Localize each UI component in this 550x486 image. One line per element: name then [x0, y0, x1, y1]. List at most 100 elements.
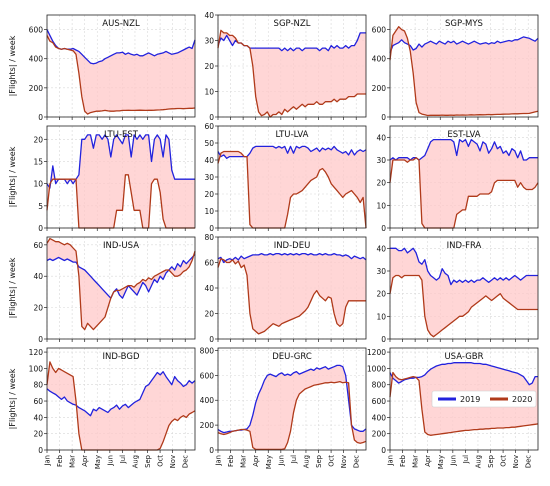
y-tick-label: 40: [204, 11, 214, 20]
y-tick-label: 600: [372, 397, 387, 406]
x-tick-label: May: [94, 455, 102, 469]
y-tick-label: 200: [372, 430, 387, 439]
y-tick-label: 30: [204, 173, 214, 182]
panel-title: IND-DEU: [274, 241, 311, 251]
fill-between-area: [47, 361, 195, 450]
y-tick-label: 60: [204, 259, 214, 268]
series-line-2020: [389, 371, 539, 436]
x-tick-label: Oct: [500, 455, 508, 467]
y-tick-label: 0: [209, 224, 214, 233]
y-tick-label: 20: [33, 304, 43, 313]
x-tick-label: Apr: [252, 455, 260, 467]
panel-title: IND-FRA: [447, 241, 482, 251]
panel-sgp-nzl: SGP-NZL 0 10 20 30 40: [204, 11, 367, 122]
series-line-2019: [217, 252, 367, 264]
panel-title: LTU-LVA: [276, 130, 309, 140]
y-tick-label: 15: [33, 157, 43, 166]
legend-box: [431, 390, 537, 408]
axes-frame: [46, 125, 196, 229]
panel-title: LTU-EST: [104, 130, 139, 140]
y-tick-label: 10: [33, 180, 43, 189]
panel-sgp-mys: SGP-MYS 0 200 400 600: [372, 14, 539, 122]
y-tick-label: 10: [204, 207, 214, 216]
y-tick-label: 600: [29, 26, 44, 35]
y-tick-label: 40: [376, 244, 386, 253]
x-tick-label: Jun: [277, 455, 285, 467]
x-tick-label: Nov: [512, 455, 520, 468]
legend: 2019 2020: [431, 390, 537, 408]
series-line-2019: [46, 29, 196, 65]
y-tick-label: 5: [38, 202, 43, 211]
x-tick-label: Sep: [315, 455, 323, 468]
y-tick-label: 60: [204, 122, 214, 131]
x-tick-label: Feb: [56, 455, 64, 467]
fill-between-area: [390, 26, 538, 116]
fill-between-area: [390, 139, 538, 228]
x-tick-label: Apr: [81, 455, 89, 467]
legend-label-2019: 2019: [460, 395, 480, 404]
x-tick-label: May: [265, 455, 273, 469]
y-tick-label: 100: [29, 364, 44, 373]
series-line-2019: [389, 36, 539, 54]
panel-ltu-lva: LTU-LVA 0 10 20 30 40 50 60: [204, 122, 367, 233]
x-tick-label: Aug: [302, 455, 310, 468]
y-axis-label: |Flights| / week: [8, 368, 17, 429]
y-tick-label: 10: [376, 312, 386, 321]
y-tick-label: 1000: [367, 364, 386, 373]
y-tick-label: 0: [209, 446, 214, 455]
y-axis-label: |Flights| / week: [8, 35, 17, 96]
panel-ind-bgd: IND-BGD 0 20 40 60 80 100 120 Jan Feb Mar Apr May Jun…: [8, 347, 196, 469]
panel-ind-deu: IND-DEU 0 20 40 60 80: [204, 233, 367, 344]
x-tick-label: Dec: [353, 455, 361, 468]
y-tick-label: 10: [204, 88, 214, 97]
y-tick-label: 400: [200, 396, 215, 405]
y-tick-label: 0: [38, 113, 43, 122]
y-tick-label: 30: [204, 37, 214, 46]
axes-frame: [46, 347, 196, 451]
axes-frame: [389, 14, 539, 118]
x-tick-label: Jan: [387, 455, 395, 466]
y-tick-label: 200: [29, 84, 44, 93]
x-tick-label: Jun: [106, 455, 114, 467]
legend-label-2020: 2020: [512, 395, 532, 404]
panel-title: SGP-NZL: [274, 19, 311, 29]
x-tick-label: Aug: [474, 455, 482, 468]
y-tick-label: 400: [29, 55, 44, 64]
series-line-2020: [389, 157, 539, 229]
x-tick-label: Jan: [44, 455, 52, 466]
series-line-2020: [217, 29, 366, 118]
y-tick-label: 20: [204, 62, 214, 71]
panel-ind-usa: IND-USA 0 20 40 60 |Flights| / week: [8, 236, 196, 344]
x-tick-label: Dec: [182, 455, 190, 468]
y-tick-label: 1200: [367, 348, 386, 357]
y-tick-label: 20: [204, 190, 214, 199]
y-tick-label: 0: [38, 224, 43, 233]
y-tick-label: 0: [38, 335, 43, 344]
y-tick-label: 800: [200, 346, 215, 355]
panel-ltu-est: LTU-EST 0 5 10 15 20 |Flights| / week: [8, 125, 196, 233]
panel-aus-nzl: AUS-NZL 0 200 400 600 |Flights| / week: [8, 14, 196, 122]
panel-est-lva: EST-LVA 0 10 20 30 40: [376, 125, 539, 233]
y-tick-label: 20: [376, 290, 386, 299]
y-tick-label: 40: [33, 413, 43, 422]
y-tick-label: 40: [33, 272, 43, 281]
fill-between-area: [218, 146, 366, 228]
series-line-2020: [389, 274, 538, 338]
axes-frame: [389, 236, 539, 340]
y-tick-label: 20: [204, 310, 214, 319]
series-line-2020: [217, 150, 367, 229]
x-tick-label: Oct: [157, 455, 165, 467]
series-line-2019: [217, 145, 367, 159]
y-tick-label: 400: [372, 413, 387, 422]
x-tick-label: Mar: [69, 455, 77, 468]
series-line-2020: [389, 26, 539, 117]
x-tick-label: Sep: [487, 455, 495, 468]
y-tick-label: 60: [33, 241, 43, 250]
y-tick-label: 0: [381, 224, 386, 233]
y-tick-label: 600: [372, 26, 387, 35]
y-tick-label: 20: [33, 430, 43, 439]
x-tick-label: Oct: [328, 455, 336, 467]
y-tick-label: 0: [381, 446, 386, 455]
y-tick-label: 80: [33, 381, 43, 390]
y-tick-label: 40: [204, 284, 214, 293]
